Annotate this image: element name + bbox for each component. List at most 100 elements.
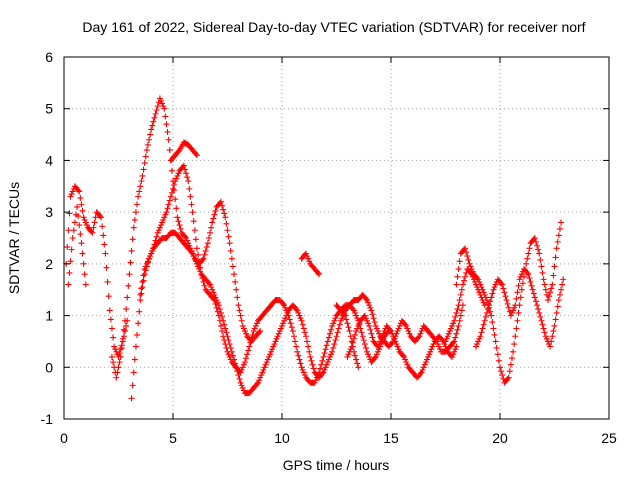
data-point — [155, 227, 162, 234]
series-sat-i — [344, 312, 460, 381]
data-point — [345, 324, 352, 331]
data-point — [96, 213, 103, 220]
data-point — [319, 357, 326, 364]
data-point — [332, 337, 339, 344]
data-point — [273, 335, 280, 342]
data-point — [417, 330, 424, 337]
data-point — [311, 379, 318, 386]
data-point — [124, 294, 131, 301]
data-point — [451, 317, 458, 324]
data-point — [224, 348, 231, 355]
data-point — [354, 315, 361, 322]
y-tick-label: 6 — [45, 49, 53, 65]
data-point — [138, 285, 145, 292]
data-point — [239, 364, 246, 371]
data-point — [153, 233, 160, 240]
data-point — [270, 343, 277, 350]
data-point — [275, 330, 282, 337]
data-point — [193, 245, 200, 252]
data-point — [346, 328, 353, 335]
data-point — [214, 308, 221, 315]
data-point — [536, 309, 543, 316]
data-point — [362, 295, 369, 302]
data-point — [103, 264, 110, 271]
data-point — [490, 325, 497, 332]
data-point — [345, 351, 352, 358]
data-point — [69, 235, 76, 241]
data-point — [453, 281, 460, 288]
data-point — [163, 209, 170, 216]
data-point — [306, 258, 313, 265]
data-point — [219, 328, 226, 335]
data-point — [247, 339, 254, 346]
data-point — [226, 240, 233, 247]
data-point — [81, 271, 88, 278]
data-point — [135, 193, 142, 200]
plot-frame — [63, 56, 610, 420]
data-point — [480, 321, 487, 328]
data-point — [65, 227, 72, 234]
data-point — [324, 338, 331, 345]
data-point — [359, 333, 366, 340]
y-tick-label: 4 — [45, 152, 53, 168]
data-point — [511, 304, 518, 311]
data-point — [364, 317, 371, 324]
x-tick-label: 20 — [492, 430, 508, 446]
data-point — [366, 302, 373, 309]
data-point — [105, 293, 112, 300]
data-point — [240, 325, 247, 332]
data-point — [362, 344, 369, 351]
data-point — [530, 290, 537, 297]
data-point — [502, 293, 509, 300]
data-point — [115, 364, 122, 371]
data-point — [346, 348, 353, 355]
data-point — [205, 235, 212, 241]
data-point — [344, 353, 351, 360]
data-point — [168, 189, 175, 196]
data-point — [222, 325, 229, 332]
data-point — [367, 326, 374, 333]
data-point — [104, 278, 111, 285]
data-point — [554, 238, 561, 245]
data-point — [355, 364, 362, 371]
data-point — [221, 337, 228, 344]
data-point — [223, 329, 230, 336]
data-point — [501, 289, 508, 296]
data-point — [331, 317, 338, 324]
data-point — [78, 201, 85, 208]
data-point — [534, 242, 541, 249]
data-point — [160, 103, 167, 110]
x-axis-label: GPS time / hours — [283, 457, 390, 473]
data-point — [293, 306, 300, 313]
data-point — [305, 255, 312, 262]
data-point — [79, 250, 86, 257]
data-point — [405, 328, 412, 335]
data-point — [296, 356, 303, 363]
data-point — [300, 325, 307, 332]
data-point — [288, 324, 295, 331]
data-point — [209, 219, 216, 226]
data-point — [207, 281, 214, 288]
data-point — [221, 321, 228, 328]
data-point — [245, 347, 252, 354]
data-point — [78, 240, 85, 247]
data-point — [98, 214, 105, 221]
data-point — [201, 251, 208, 258]
data-point — [453, 309, 460, 316]
data-point — [75, 187, 82, 194]
data-point — [102, 250, 109, 257]
data-point — [228, 255, 235, 262]
data-point — [517, 294, 524, 301]
data-point — [200, 278, 207, 285]
data-point — [450, 320, 457, 327]
data-point — [192, 150, 199, 157]
data-point — [469, 273, 476, 280]
data-point — [421, 361, 428, 368]
data-point — [454, 306, 461, 313]
data-point — [464, 253, 471, 260]
data-point — [485, 306, 492, 313]
data-point — [458, 286, 465, 293]
data-point — [548, 285, 555, 292]
data-point — [112, 346, 119, 353]
data-point — [352, 331, 359, 338]
